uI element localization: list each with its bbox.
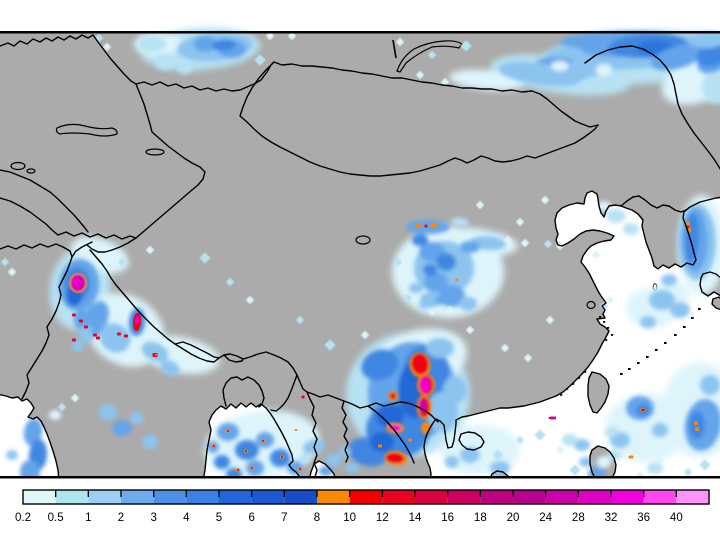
svg-text:8: 8 (314, 512, 320, 524)
svg-text:4: 4 (183, 512, 190, 524)
svg-text:20: 20 (507, 512, 520, 524)
svg-text:2: 2 (118, 512, 124, 524)
svg-text:24: 24 (539, 512, 552, 524)
svg-text:14: 14 (409, 512, 422, 524)
svg-text:5: 5 (216, 512, 222, 524)
svg-text:36: 36 (637, 512, 650, 524)
svg-text:28: 28 (572, 512, 585, 524)
svg-text:7: 7 (281, 512, 287, 524)
svg-text:40: 40 (670, 512, 683, 524)
svg-text:10: 10 (343, 512, 356, 524)
svg-text:3: 3 (150, 512, 156, 524)
svg-text:1: 1 (85, 512, 91, 524)
svg-text:6: 6 (248, 512, 254, 524)
svg-text:0.2: 0.2 (15, 512, 31, 524)
svg-text:0.5: 0.5 (48, 512, 64, 524)
svg-text:18: 18 (474, 512, 487, 524)
svg-text:32: 32 (605, 512, 618, 524)
svg-text:12: 12 (376, 512, 389, 524)
svg-text:16: 16 (441, 512, 454, 524)
